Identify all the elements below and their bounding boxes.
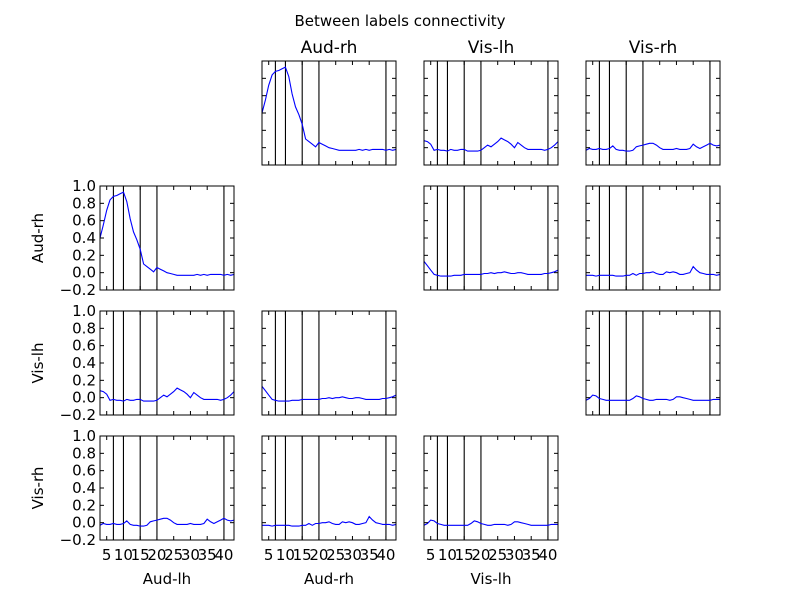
panel-vis-lh-vs-aud-rh <box>261 310 397 416</box>
series-line-vis-rh-vis-lh <box>424 519 558 526</box>
y-tick-label: 0.4 <box>72 354 96 372</box>
x-tick-label: 25 <box>488 546 507 564</box>
subplot-grid: −0.20.00.20.40.60.81.0−0.20.00.20.40.60.… <box>29 38 721 588</box>
x-tick-label: 40 <box>214 546 233 564</box>
series-line-vis-rh-aud-lh <box>100 517 234 527</box>
x-tick-label: 25 <box>326 546 345 564</box>
column-label-aud-lh: Aud-lh <box>143 570 191 588</box>
x-tick-label: 25 <box>164 546 183 564</box>
axes-frame <box>423 435 559 541</box>
x-tick-label: 30 <box>181 546 200 564</box>
axes-frame <box>585 185 721 291</box>
x-tick-label: 10 <box>114 546 133 564</box>
y-tick-label: 0.0 <box>72 389 96 407</box>
y-tick-label: 1.0 <box>72 302 96 320</box>
row-label-aud-rh: Aud-rh <box>29 213 47 263</box>
series-line-aud-rh-vis-rh <box>586 265 720 277</box>
x-tick-label: 35 <box>198 546 217 564</box>
panel-aud-lh-vs-vis-lh <box>423 60 559 166</box>
row-label-vis-rh: Vis-rh <box>29 467 47 510</box>
y-tick-label: 0.8 <box>72 319 96 337</box>
panel-vis-lh-vs-aud-lh: −0.20.00.20.40.60.81.0 <box>60 302 235 424</box>
y-tick-label: 0.2 <box>72 246 96 264</box>
x-tick-label: 10 <box>438 546 457 564</box>
x-tick-label: 40 <box>376 546 395 564</box>
x-tick-label: 15 <box>131 546 150 564</box>
axes-frame <box>585 310 721 416</box>
series-line-aud-lh-vis-rh <box>586 142 720 152</box>
y-tick-label: 0.2 <box>72 496 96 514</box>
series-line-vis-lh-vis-rh <box>586 394 720 401</box>
y-tick-label: 1.0 <box>72 177 96 195</box>
y-tick-label: −0.2 <box>60 531 96 549</box>
y-tick-label: 0.0 <box>72 264 96 282</box>
panel-aud-lh-vs-vis-rh <box>585 60 721 166</box>
y-tick-label: 0.8 <box>72 194 96 212</box>
y-tick-label: 0.0 <box>72 514 96 532</box>
y-tick-label: 0.2 <box>72 371 96 389</box>
series-line-aud-rh-aud-lh <box>100 191 234 276</box>
row-label-vis-lh: Vis-lh <box>29 342 47 383</box>
column-title-vis-rh: Vis-rh <box>629 38 677 58</box>
x-tick-label: 30 <box>343 546 362 564</box>
panel-aud-rh-vs-aud-lh: −0.20.00.20.40.60.81.0 <box>60 177 235 299</box>
column-label-vis-lh: Vis-lh <box>470 570 511 588</box>
x-tick-label: 5 <box>264 546 274 564</box>
axes-frame <box>261 435 397 541</box>
x-tick-label: 30 <box>505 546 524 564</box>
series-line-aud-rh-vis-lh <box>424 261 558 277</box>
x-tick-label: 15 <box>455 546 474 564</box>
series-line-aud-lh-aud-rh <box>262 66 396 151</box>
series-line-vis-lh-aud-rh <box>262 386 396 402</box>
y-tick-label: −0.2 <box>60 406 96 424</box>
x-tick-label: 15 <box>293 546 312 564</box>
figure-title: Between labels connectivity <box>294 12 505 30</box>
y-tick-label: 0.8 <box>72 444 96 462</box>
y-tick-label: 0.4 <box>72 479 96 497</box>
column-label-aud-rh: Aud-rh <box>304 570 354 588</box>
y-tick-label: −0.2 <box>60 281 96 299</box>
x-tick-label: 20 <box>147 546 166 564</box>
panel-aud-rh-vs-vis-rh <box>585 185 721 291</box>
series-line-vis-lh-aud-lh <box>100 387 234 402</box>
x-tick-label: 20 <box>471 546 490 564</box>
y-tick-label: 0.6 <box>72 337 96 355</box>
x-tick-label: 35 <box>522 546 541 564</box>
panel-aud-lh-vs-aud-rh <box>261 60 397 166</box>
y-tick-label: 1.0 <box>72 427 96 445</box>
column-title-vis-lh: Vis-lh <box>468 38 514 58</box>
x-tick-label: 5 <box>426 546 436 564</box>
series-line-vis-rh-aud-rh <box>262 515 396 527</box>
series-line-aud-lh-vis-lh <box>424 137 558 152</box>
x-tick-label: 20 <box>309 546 328 564</box>
panel-vis-lh-vs-vis-rh <box>585 310 721 416</box>
panel-aud-rh-vs-vis-lh <box>423 185 559 291</box>
y-tick-label: 0.6 <box>72 462 96 480</box>
x-tick-label: 10 <box>276 546 295 564</box>
x-tick-label: 5 <box>102 546 112 564</box>
x-tick-label: 35 <box>360 546 379 564</box>
x-tick-label: 40 <box>538 546 557 564</box>
y-tick-label: 0.4 <box>72 229 96 247</box>
y-tick-label: 0.6 <box>72 212 96 230</box>
column-title-aud-rh: Aud-rh <box>301 38 358 58</box>
